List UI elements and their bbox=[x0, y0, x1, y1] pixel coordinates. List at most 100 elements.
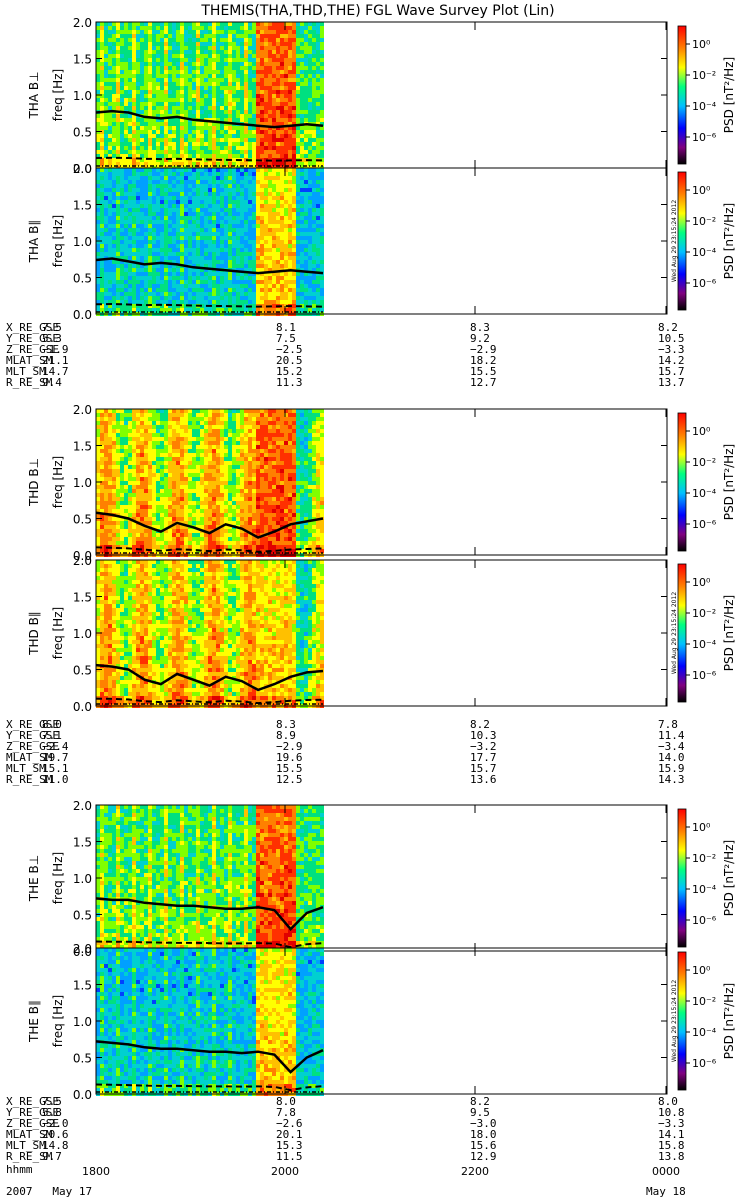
spectrogram-cell bbox=[128, 114, 132, 118]
spectrogram-cell bbox=[240, 252, 244, 256]
spectrogram-cell bbox=[132, 180, 136, 184]
spectrogram-cell bbox=[116, 200, 120, 204]
spectrogram-cell bbox=[160, 162, 164, 166]
spectrogram-cell bbox=[200, 220, 204, 224]
spectrogram-cell bbox=[248, 240, 252, 244]
spectrogram-cell bbox=[108, 154, 112, 158]
spectrogram-cell bbox=[200, 284, 204, 288]
spectrogram-cell bbox=[220, 74, 224, 78]
spectrogram-cell bbox=[308, 138, 312, 142]
spectrogram-cell bbox=[128, 192, 132, 196]
spectrogram-cell bbox=[316, 42, 320, 46]
spectrogram-cell bbox=[248, 176, 252, 180]
spectrogram-cell bbox=[188, 126, 192, 130]
spectrogram-cell bbox=[256, 138, 260, 142]
spectrogram-cell bbox=[252, 300, 256, 304]
spectrogram-cell bbox=[196, 110, 200, 114]
spectrogram-cell bbox=[140, 461, 144, 465]
spectrogram-cell bbox=[212, 22, 216, 26]
spectrogram-cell bbox=[184, 184, 188, 188]
spectrogram-cell bbox=[260, 110, 264, 114]
spectrogram-cell bbox=[132, 308, 136, 312]
spectrogram-cell bbox=[276, 38, 280, 42]
spectrogram-cell bbox=[208, 236, 212, 240]
spectrogram-cell bbox=[208, 126, 212, 130]
spectrogram-cell bbox=[300, 86, 304, 90]
spectrogram-cell bbox=[284, 192, 288, 196]
spectrogram-cell bbox=[212, 168, 216, 172]
spectrogram-cell bbox=[136, 268, 140, 272]
spectrogram-cell bbox=[244, 180, 248, 184]
spectrogram-cell bbox=[208, 122, 212, 126]
spectrogram-cell bbox=[200, 126, 204, 130]
spectrogram-cell bbox=[120, 437, 124, 441]
spectrogram-cell bbox=[100, 537, 104, 541]
spectrogram-cell bbox=[140, 54, 144, 58]
spectrogram-cell bbox=[268, 216, 272, 220]
spectrogram-cell bbox=[116, 549, 120, 553]
spectrogram-cell bbox=[280, 30, 284, 34]
spectrogram-cell bbox=[156, 461, 160, 465]
spectrogram-cell bbox=[144, 469, 148, 473]
spectrogram-cell bbox=[168, 272, 172, 276]
spectrogram-cell bbox=[164, 425, 168, 429]
spectrogram-cell bbox=[228, 252, 232, 256]
spectrogram-cell bbox=[256, 276, 260, 280]
spectrogram-cell bbox=[184, 288, 188, 292]
spectrogram-cell bbox=[300, 296, 304, 300]
spectrogram-cell bbox=[280, 264, 284, 268]
spectrogram-cell bbox=[156, 533, 160, 537]
spectrogram-cell bbox=[132, 26, 136, 30]
spectrogram-cell bbox=[284, 26, 288, 30]
spectrogram-cell bbox=[152, 276, 156, 280]
spectrogram-cell bbox=[104, 280, 108, 284]
colorbar-tick-label: 10⁻⁶ bbox=[692, 131, 717, 144]
spectrogram-cell bbox=[180, 26, 184, 30]
spectrogram-cell bbox=[136, 82, 140, 86]
spectrogram-cell bbox=[188, 188, 192, 192]
spectrogram-cell bbox=[156, 525, 160, 529]
spectrogram-cell bbox=[180, 54, 184, 58]
spectrogram-cell bbox=[104, 134, 108, 138]
spectrogram-cell bbox=[188, 34, 192, 38]
spectrogram-cell bbox=[144, 425, 148, 429]
spectrogram-cell bbox=[280, 98, 284, 102]
spectrogram-cell bbox=[112, 529, 116, 533]
spectrogram-cell bbox=[276, 46, 280, 50]
spectrogram-cell bbox=[204, 252, 208, 256]
spectrogram-cell bbox=[140, 296, 144, 300]
spectrogram-cell bbox=[132, 469, 136, 473]
spectrogram-cell bbox=[132, 146, 136, 150]
spectrogram-cell bbox=[136, 42, 140, 46]
spectrogram-cell bbox=[184, 208, 188, 212]
spectrogram-cell bbox=[128, 453, 132, 457]
spectrogram-cell bbox=[284, 138, 288, 142]
spectrogram-cell bbox=[260, 180, 264, 184]
spectrogram-cell bbox=[168, 146, 172, 150]
spectrogram-cell bbox=[148, 228, 152, 232]
spectrogram-cell bbox=[100, 158, 104, 162]
spectrogram-cell bbox=[116, 244, 120, 248]
spectrogram-cell bbox=[268, 98, 272, 102]
spectrogram-cell bbox=[308, 192, 312, 196]
spectrogram-cell bbox=[144, 94, 148, 98]
spectrogram-cell bbox=[112, 437, 116, 441]
spectrogram-cell bbox=[184, 180, 188, 184]
spectrogram-cell bbox=[112, 296, 116, 300]
spectrogram-cell bbox=[264, 78, 268, 82]
spectrogram-cell bbox=[288, 106, 292, 110]
spectrogram-cell bbox=[232, 228, 236, 232]
spectrogram-cell bbox=[168, 204, 172, 208]
spectrogram-cell bbox=[172, 122, 176, 126]
spectrogram-cell bbox=[108, 272, 112, 276]
spectrogram-cell bbox=[244, 272, 248, 276]
spectrogram-cell bbox=[216, 38, 220, 42]
spectrogram-cell bbox=[188, 90, 192, 94]
spectrogram-cell bbox=[212, 208, 216, 212]
spectrogram-cell bbox=[308, 284, 312, 288]
spectrogram-cell bbox=[188, 184, 192, 188]
spectrogram-cell bbox=[208, 308, 212, 312]
spectrogram-cell bbox=[300, 304, 304, 308]
spectrogram-cell bbox=[224, 98, 228, 102]
